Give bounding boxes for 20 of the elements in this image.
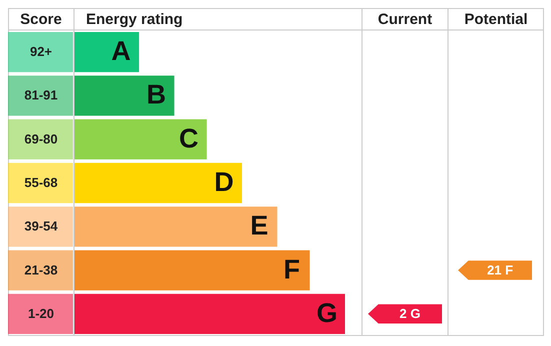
text: 92+ bbox=[30, 44, 52, 60]
y-tick-label: E bbox=[250, 210, 268, 241]
text: 39-54 bbox=[24, 218, 58, 234]
text: 69-80 bbox=[24, 131, 58, 146]
text: Current bbox=[378, 11, 432, 28]
y-tick-label: C bbox=[179, 123, 199, 154]
text: 81-91 bbox=[24, 88, 58, 103]
y-tick-label: A bbox=[111, 36, 131, 66]
text: Potential bbox=[464, 11, 528, 28]
text: 2 G bbox=[400, 306, 420, 321]
y-tick-label: F bbox=[284, 254, 300, 284]
y-tick-label: B bbox=[146, 80, 166, 110]
text: 55-68 bbox=[24, 175, 58, 190]
text: Score bbox=[20, 11, 62, 28]
y-tick-label: D bbox=[214, 167, 234, 197]
text: 1-20 bbox=[28, 306, 54, 321]
annotation: Energy rating bbox=[86, 11, 183, 28]
y-tick-label: G bbox=[316, 298, 338, 328]
text: 21 F bbox=[486, 262, 514, 278]
text: 21-38 bbox=[24, 262, 58, 278]
